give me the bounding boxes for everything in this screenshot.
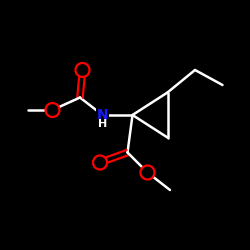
- Text: N: N: [97, 108, 108, 122]
- Circle shape: [94, 157, 106, 168]
- Text: H: H: [98, 120, 107, 130]
- Circle shape: [142, 167, 153, 178]
- Circle shape: [47, 104, 58, 116]
- Circle shape: [77, 64, 88, 76]
